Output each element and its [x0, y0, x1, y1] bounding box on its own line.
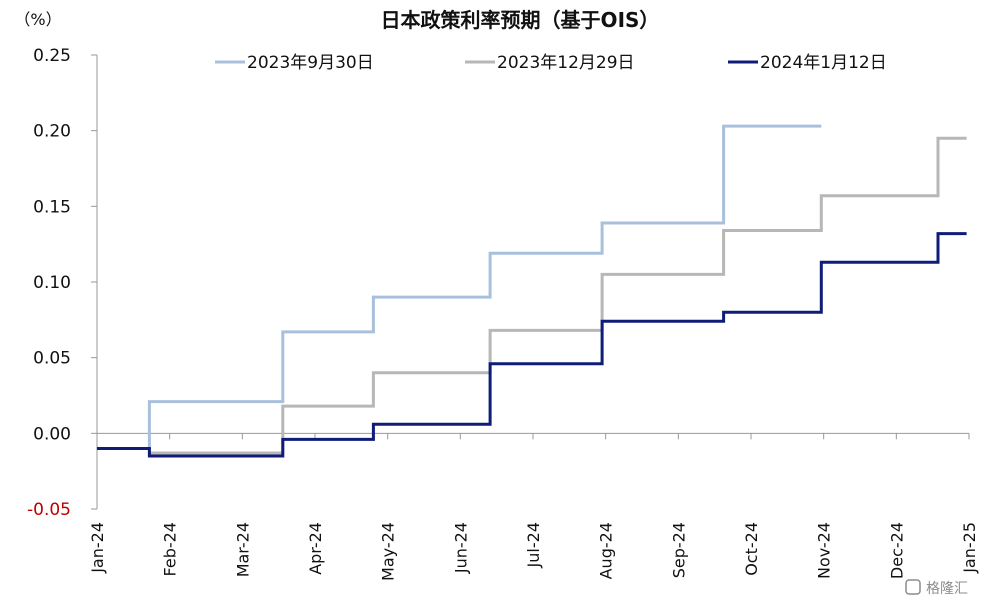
- x-tick-label: Apr-24: [306, 522, 325, 575]
- y-tick-label: 0.05: [33, 349, 71, 369]
- series-line-2: [97, 136, 967, 455]
- watermark-logo-icon: [905, 579, 921, 595]
- series-line-3: [97, 232, 967, 458]
- y-tick-label: 0.25: [33, 46, 71, 66]
- x-tick-label: Mar-24: [233, 522, 252, 577]
- x-tick-label: Sep-24: [669, 522, 688, 578]
- series-line-1: [97, 124, 822, 450]
- x-tick-label: Jan-24: [88, 522, 107, 574]
- x-axis: Jan-24 Feb-24 Mar-24 Apr-24 May-24 Jun-24 Jul-…: [88, 432, 979, 581]
- y-tick-label: 0.10: [33, 273, 71, 293]
- legend-label-1: 2023年9月30日: [247, 53, 374, 73]
- y-axis: 0.25 0.20 0.15 0.10 0.05 0.00 -0.05: [27, 46, 98, 520]
- x-tick-label: Dec-24: [887, 522, 906, 579]
- x-tick-label: Jul-24: [524, 522, 543, 568]
- x-tick-label: May-24: [379, 522, 398, 581]
- chart-title: 日本政策利率预期（基于OIS）: [381, 8, 660, 32]
- y-tick-label: 0.20: [33, 122, 71, 142]
- x-tick-label: Jan-25: [960, 522, 979, 574]
- series-layer: [97, 124, 967, 458]
- y-tick-label: 0.15: [33, 197, 71, 217]
- y-tick-label: -0.05: [27, 500, 71, 520]
- x-tick-label: Oct-24: [742, 522, 761, 576]
- x-tick-label: Aug-24: [597, 522, 616, 579]
- watermark-text: 格隆汇: [926, 581, 968, 597]
- legend: 2023年9月30日 2023年12月29日 2024年1月12日: [215, 53, 887, 73]
- legend-label-2: 2023年12月29日: [497, 53, 635, 73]
- y-tick-label: 0.00: [33, 424, 71, 444]
- watermark: 格隆汇: [905, 579, 968, 597]
- x-tick-label: Feb-24: [161, 522, 180, 576]
- y-axis-unit: （%）: [14, 10, 61, 29]
- legend-label-3: 2024年1月12日: [760, 53, 887, 73]
- x-tick-label: Nov-24: [815, 522, 834, 579]
- x-tick-label: Jun-24: [451, 522, 470, 574]
